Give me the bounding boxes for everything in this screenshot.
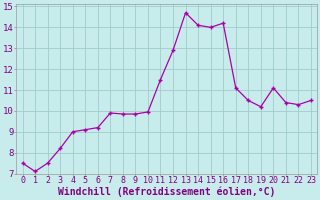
X-axis label: Windchill (Refroidissement éolien,°C): Windchill (Refroidissement éolien,°C) bbox=[58, 187, 276, 197]
